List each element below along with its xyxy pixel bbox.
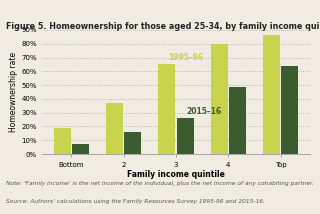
Bar	[54, 128, 71, 154]
Text: 1995–96: 1995–96	[168, 53, 204, 62]
Bar	[106, 103, 123, 154]
Bar	[177, 118, 194, 154]
X-axis label: Family income quintile: Family income quintile	[127, 171, 225, 180]
Text: Figure 5. Homeownership for those aged 25-34, by family income quintile: Figure 5. Homeownership for those aged 2…	[6, 22, 320, 31]
Bar	[158, 64, 175, 154]
Bar	[281, 66, 298, 154]
Bar	[211, 44, 228, 154]
Bar	[229, 86, 246, 154]
Bar	[124, 132, 141, 154]
Bar	[263, 36, 280, 154]
Text: 2015–16: 2015–16	[187, 107, 222, 116]
Bar	[72, 144, 89, 154]
Y-axis label: Homeownership rate: Homeownership rate	[9, 52, 18, 132]
Text: Source: Authors’ calculations using the Family Resources Survey 1995-96 and 2015: Source: Authors’ calculations using the …	[6, 199, 265, 204]
Text: Note: ‘Family income’ is the net income of the individual, plus the net income o: Note: ‘Family income’ is the net income …	[6, 181, 314, 186]
